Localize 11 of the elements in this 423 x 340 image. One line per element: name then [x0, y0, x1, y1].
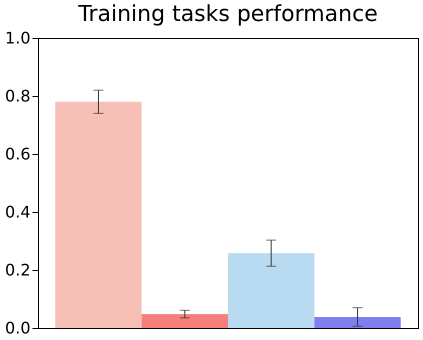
y-tick-label: 0.4 [5, 202, 30, 222]
bar [314, 316, 401, 328]
y-tick-label: 0.0 [5, 318, 30, 338]
bar [142, 314, 228, 328]
bar [228, 253, 314, 328]
y-tick-label: 0.6 [5, 144, 30, 164]
chart-title: Training tasks performance [77, 2, 378, 27]
y-tick-label: 1.0 [5, 28, 30, 48]
y-tick-label: 0.8 [5, 86, 30, 106]
y-tick-label: 0.2 [5, 260, 30, 280]
bar [55, 102, 142, 328]
